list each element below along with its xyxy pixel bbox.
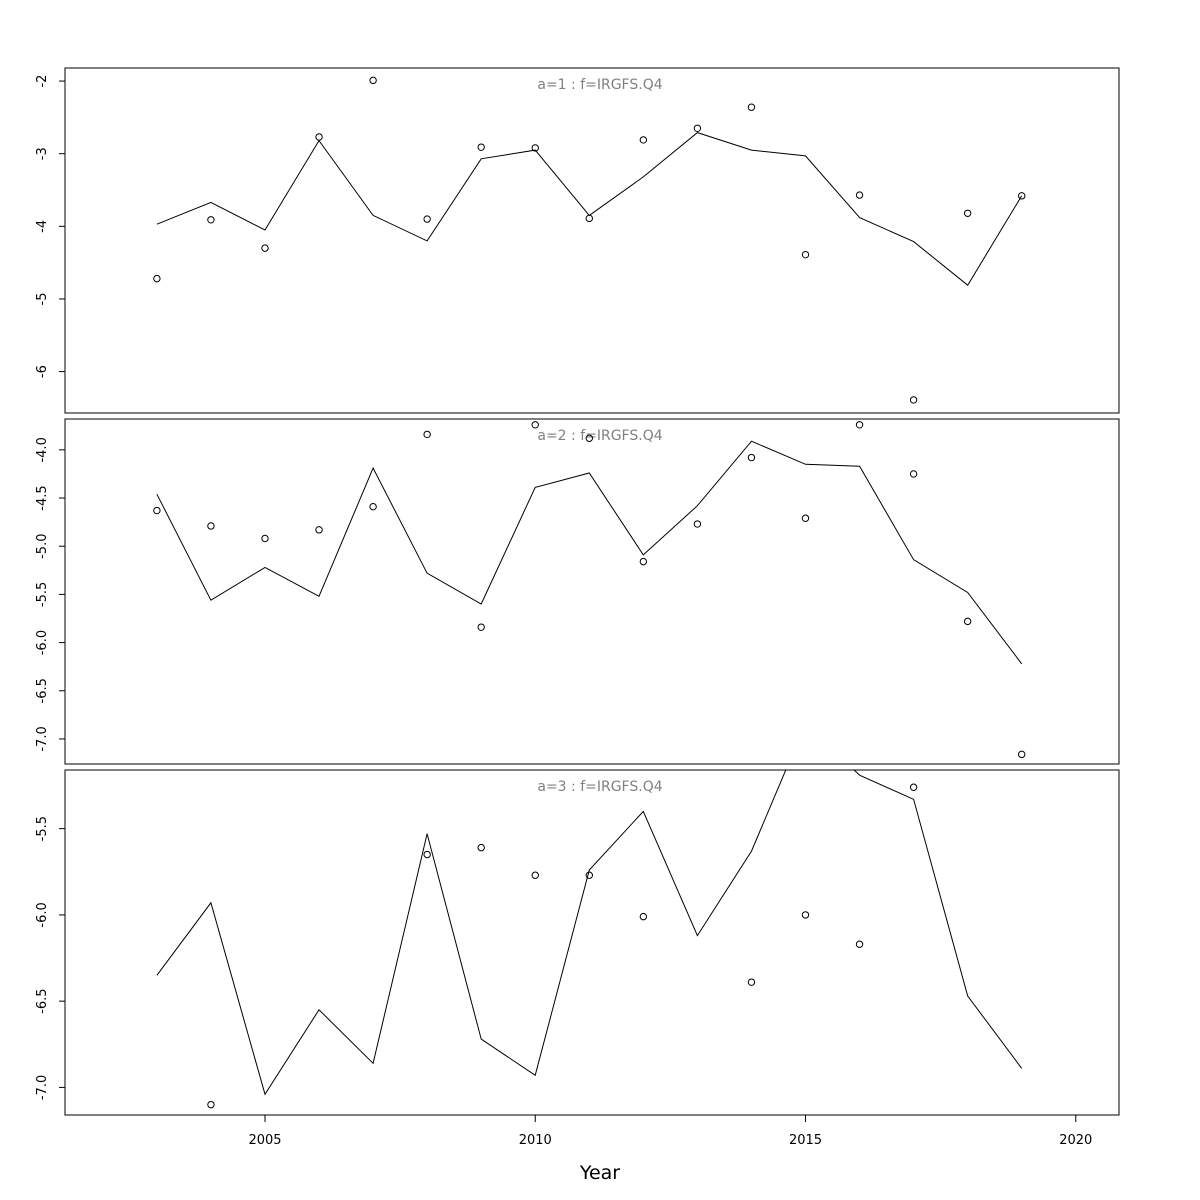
observed-point: [531, 421, 539, 429]
observed-point: [909, 470, 918, 478]
panel-1: a=1 : f=IRGFS.Q4 -6 -5 -4 -3 -2: [35, 67, 1120, 414]
observed-point: [639, 912, 648, 921]
observed-point: [801, 250, 810, 259]
observed-point: [963, 617, 972, 626]
observed-point: [855, 421, 864, 429]
y-tick-label: -6.5: [35, 678, 50, 703]
chart-panels: a=1 : f=IRGFS.Q4 -6 -5 -4 -3 -2 a=2 : f=IRGFS.…: [35, 67, 1120, 1116]
observed-point: [531, 144, 539, 152]
fitted-line: [156, 440, 1023, 665]
panel-frame: [64, 67, 1120, 414]
observed-point: [207, 1100, 215, 1109]
observed-point: [207, 216, 215, 224]
panel-data: [156, 770, 1023, 1109]
panel-title: a=2 : f=IRGFS.Q4: [537, 428, 662, 444]
observed-point: [963, 209, 972, 217]
panel-title: a=1 : f=IRGFS.Q4: [537, 77, 662, 93]
observed-point: [531, 871, 539, 879]
y-tick-label: -2: [35, 75, 50, 88]
y-tick-label: -4.5: [35, 485, 50, 510]
observed-point: [639, 557, 648, 566]
observed-point: [423, 430, 431, 439]
y-tick-label: -4.0: [35, 437, 50, 462]
fitted-line: [156, 770, 1023, 1096]
observed-point: [747, 453, 756, 462]
y-tick-label: -5: [35, 292, 50, 305]
observed-point: [261, 534, 269, 543]
observed-point: [423, 850, 431, 859]
observed-point: [315, 526, 323, 534]
y-tick-label: -6.0: [35, 630, 50, 655]
observed-point: [585, 434, 593, 442]
y-tick-label: -5.5: [35, 816, 50, 841]
observed-point: [909, 396, 918, 404]
observed-point: [747, 978, 756, 986]
observed-point: [801, 911, 810, 919]
observed-point: [855, 191, 864, 199]
observed-point: [477, 143, 485, 151]
panel-frame: [64, 769, 1120, 1116]
observed-point: [261, 244, 269, 252]
x-axis: 2005 2010 2015 2020: [248, 1114, 1092, 1148]
observed-point: [315, 133, 323, 141]
x-tick-label: 2015: [789, 1133, 822, 1148]
observed-point: [369, 502, 377, 511]
y-tick-label: -3: [35, 147, 50, 160]
y-tick-label: -6: [35, 365, 50, 378]
observed-point: [1018, 750, 1026, 759]
x-tick-label: 2020: [1059, 1133, 1092, 1148]
observed-point: [909, 783, 918, 791]
panel-data: [153, 421, 1026, 759]
observed-point: [747, 103, 756, 111]
panel-3: a=3 : f=IRGFS.Q4 -7.0 -6.5 -6.0 -5.5: [35, 769, 1120, 1116]
observed-point: [585, 214, 593, 223]
y-tick-label: -5.5: [35, 582, 50, 607]
x-axis-title: Year: [579, 1162, 620, 1184]
y-tick-label: -5.0: [35, 534, 50, 559]
y-tick-label: -7.0: [35, 726, 50, 751]
observed-point: [585, 871, 593, 879]
y-tick-label: -6.0: [35, 902, 50, 927]
panel-title: a=3 : f=IRGFS.Q4: [537, 779, 662, 795]
observed-point: [693, 520, 702, 528]
observed-point: [1018, 192, 1026, 200]
x-tick-label: 2010: [519, 1133, 552, 1148]
y-tick-label: -4: [35, 220, 50, 233]
observed-point: [477, 623, 485, 631]
observed-point: [801, 514, 810, 522]
panel-data: [153, 76, 1026, 404]
observed-point: [855, 940, 864, 948]
observed-point: [369, 76, 377, 85]
y-tick-label: -7.0: [35, 1075, 50, 1100]
observed-point: [207, 522, 215, 530]
observed-point: [153, 506, 161, 515]
observed-point: [153, 274, 161, 283]
fitted-line: [156, 132, 1023, 286]
observed-point: [477, 843, 485, 852]
y-tick-label: -6.5: [35, 988, 50, 1013]
panel-2: a=2 : f=IRGFS.Q4 -7.0 -6.5 -6.0 -5.5 -5.0 -4.5…: [35, 418, 1120, 765]
panel-frame: [64, 418, 1120, 765]
x-tick-label: 2005: [248, 1133, 281, 1148]
observed-point: [693, 124, 702, 132]
observed-point: [423, 215, 431, 223]
observed-point: [639, 136, 648, 144]
